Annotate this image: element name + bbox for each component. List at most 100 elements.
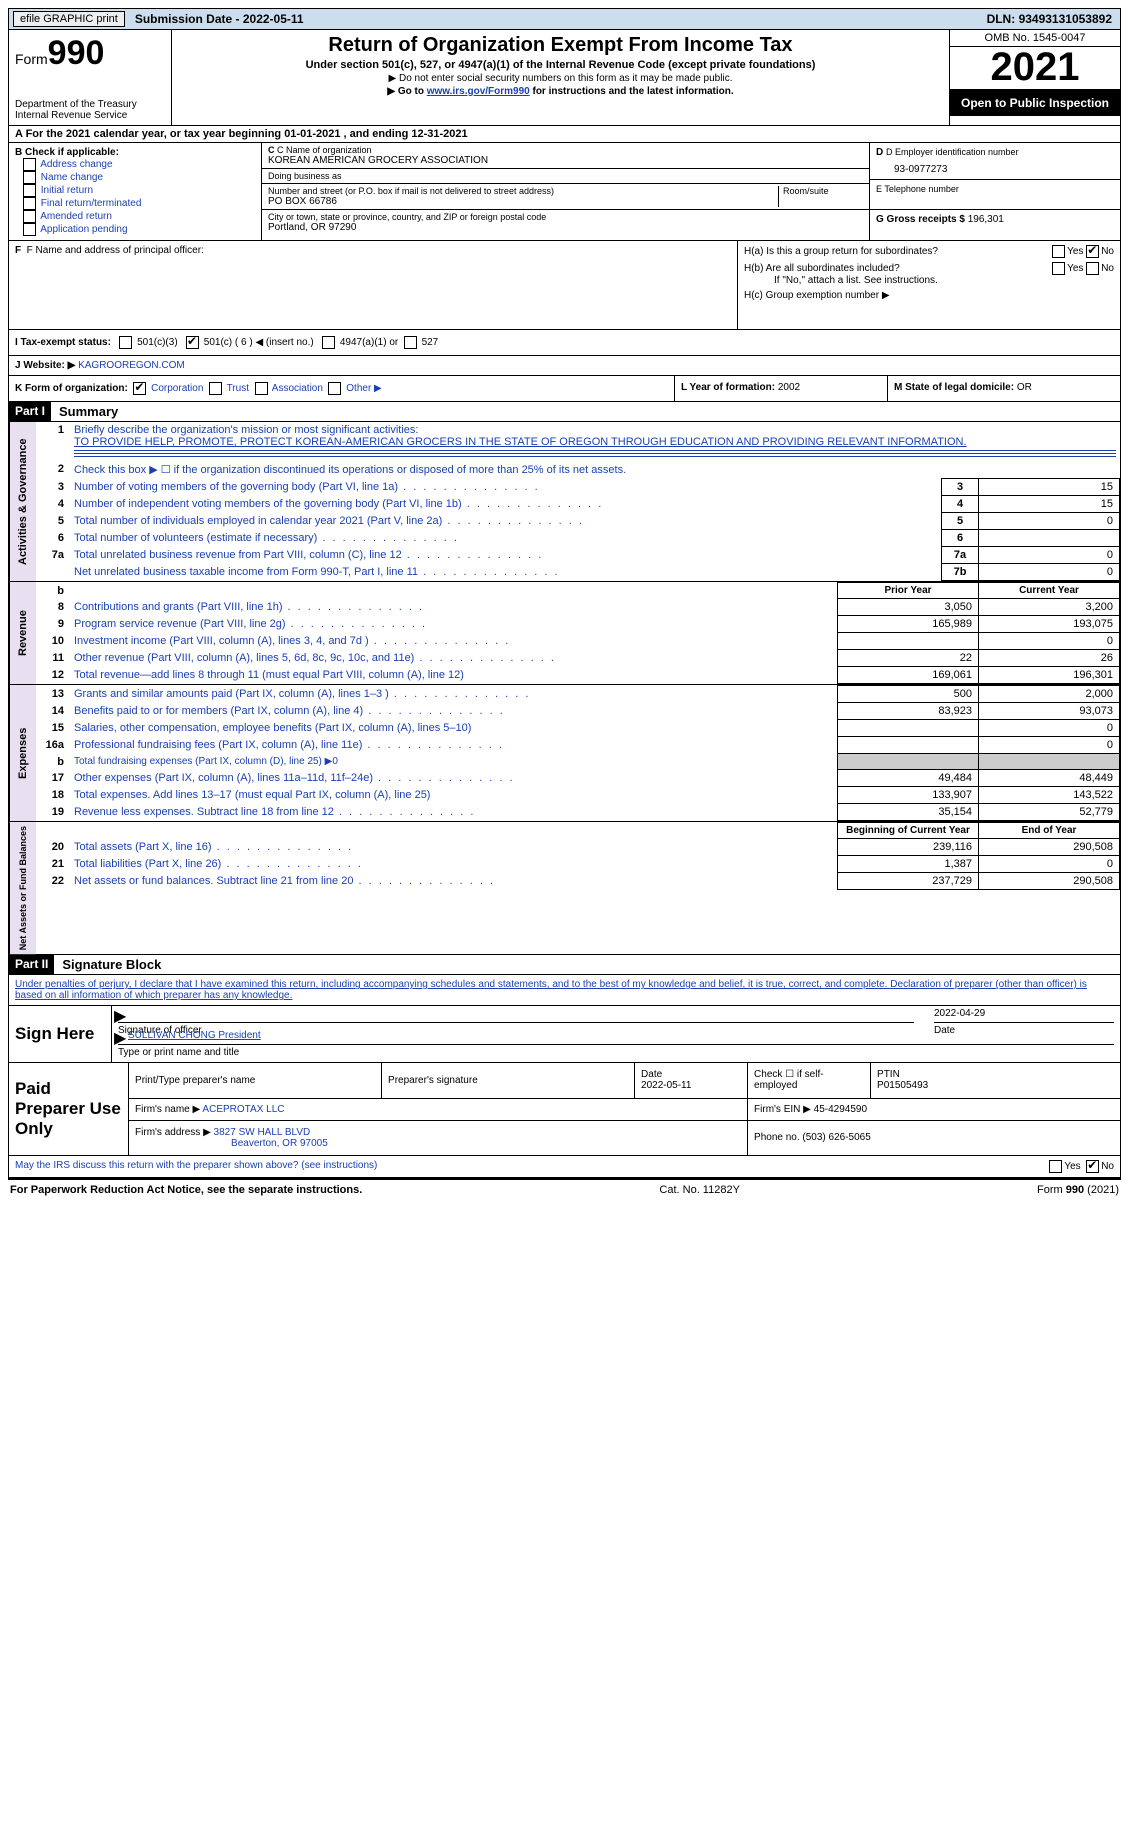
hc-label: H(c) Group exemption number ▶ [744,290,1114,301]
vert-expenses: Expenses [9,685,36,821]
dept-treasury: Department of the Treasury Internal Reve… [15,99,165,121]
goto-note: ▶ Go to www.irs.gov/Form990 for instruct… [178,86,943,97]
irs-link[interactable]: www.irs.gov/Form990 [427,86,530,97]
dba-label: Doing business as [268,171,863,181]
street-label: Number and street (or P.O. box if mail i… [268,186,774,196]
cb-name-change[interactable]: Name change [23,171,255,184]
part1-title: Summary [51,402,126,421]
sig-date-label: Date [934,1025,1114,1036]
ssn-note: ▶ Do not enter social security numbers o… [178,73,943,84]
firm-address: 3827 SW HALL BLVD [214,1127,311,1138]
check-self-employed[interactable]: Check ☐ if self-employed [748,1063,871,1098]
part1-header-row: Part I Summary [8,402,1121,422]
q2-text: Check this box ▶ ☐ if the organization d… [70,461,1120,479]
firm-city: Beaverton, OR 97005 [231,1138,328,1149]
city-value: Portland, OR 97290 [268,222,863,233]
submission-date: Submission Date - 2022-05-11 [135,12,304,26]
hb-note: If "No," attach a list. See instructions… [774,275,1114,286]
klm-row: K Form of organization: Corporation Trus… [8,376,1121,402]
firm-phone: (503) 626-5065 [802,1132,870,1143]
vert-activities-governance: Activities & Governance [9,422,36,581]
col-end-year: End of Year [979,823,1120,839]
prep-date-value: 2022-05-11 [641,1080,691,1091]
cb-initial-return[interactable]: Initial return [23,184,255,197]
section-m: M State of legal domicile: OR [888,376,1120,401]
part1-badge: Part I [9,402,51,421]
ein-value: 93-0977273 [876,158,1114,175]
telephone-value [876,194,1114,205]
section-c: C C Name of organization KOREAN AMERICAN… [262,143,870,240]
part2-badge: Part II [9,955,54,974]
cb-trust[interactable]: Trust [209,383,249,394]
col-current-year: Current Year [979,583,1120,599]
paid-preparer-block: Paid Preparer Use Only Print/Type prepar… [8,1063,1121,1156]
dln: DLN: 93493131053892 [987,12,1116,26]
netassets-block: Net Assets or Fund Balances Beginning of… [8,822,1121,955]
prep-sig-label: Preparer's signature [382,1063,635,1098]
paid-preparer-label: Paid Preparer Use Only [9,1063,129,1155]
cb-address-change[interactable]: Address change [23,158,255,171]
section-j: J Website: ▶ KAGROOREGON.COM [8,356,1121,376]
org-name: KOREAN AMERICAN GROCERY ASSOCIATION [268,155,863,166]
open-inspection: Open to Public Inspection [950,90,1120,116]
sig-date-value: 2022-04-29 [934,1008,985,1019]
vert-revenue: Revenue [9,582,36,684]
line-a-calendar-year: A For the 2021 calendar year, or tax yea… [8,126,1121,143]
room-suite-label: Room/suite [779,186,863,207]
firm-name: ACEPROTAX LLC [202,1104,284,1115]
hb-no[interactable]: No [1086,262,1114,275]
officer-name-title: SULLIVAN CHONG President [128,1030,261,1041]
ha-no[interactable]: No [1086,245,1114,258]
discuss-no[interactable]: No [1086,1160,1114,1173]
section-l: L Year of formation: 2002 [675,376,888,401]
section-f-label: F F Name and address of principal office… [15,245,731,256]
perjury-declaration: Under penalties of perjury, I declare th… [8,975,1121,1006]
cb-final-return[interactable]: Final return/terminated [23,197,255,210]
ha-label: H(a) Is this a group return for subordin… [744,246,1052,257]
q1-label: Briefly describe the organization's miss… [74,424,418,436]
prep-name-label: Print/Type preparer's name [129,1063,382,1098]
section-d: D D Employer identification number 93-09… [870,143,1120,240]
form-title: Return of Organization Exempt From Incom… [178,34,943,57]
cb-amended-return[interactable]: Amended return [23,210,255,223]
discuss-row: May the IRS discuss this return with the… [8,1156,1121,1178]
cb-501c[interactable]: 501(c) ( 6 ) ◀ (insert no.) [186,337,314,348]
hb-label: H(b) Are all subordinates included? [744,263,1052,274]
hb-yes[interactable]: Yes [1052,262,1083,275]
expenses-block: Expenses 13Grants and similar amounts pa… [8,685,1121,822]
telephone-label: E Telephone number [876,184,1114,194]
col-prior-year: Prior Year [838,583,979,599]
ein-label: D D Employer identification number [876,147,1114,158]
section-i: I Tax-exempt status: 501(c)(3) 501(c) ( … [8,330,1121,356]
ha-yes[interactable]: Yes [1052,245,1083,258]
part2-title: Signature Block [54,955,169,974]
section-b: B Check if applicable: Address change Na… [9,143,262,240]
tax-year: 2021 [950,47,1120,90]
org-name-label: C C Name of organization [268,145,863,155]
footer-right: Form 990 (2021) [1037,1184,1119,1196]
footer-mid: Cat. No. 11282Y [659,1184,740,1196]
cb-assoc[interactable]: Association [255,383,323,394]
form-subtitle: Under section 501(c), 527, or 4947(a)(1)… [178,59,943,71]
mission-text: TO PROVIDE HELP, PROMOTE, PROTECT KOREAN… [74,436,967,448]
cb-corp[interactable]: Corporation [133,383,203,394]
discuss-yes[interactable]: Yes [1049,1160,1080,1173]
name-title-label: Type or print name and title [118,1047,1114,1058]
discuss-text: May the IRS discuss this return with the… [15,1160,1049,1173]
cb-application-pending[interactable]: Application pending [23,223,255,236]
cb-other[interactable]: Other ▶ [328,383,381,394]
fh-block: F F Name and address of principal office… [8,241,1121,330]
cb-501c3[interactable]: 501(c)(3) [119,337,177,348]
page-footer: For Paperwork Reduction Act Notice, see … [8,1178,1121,1200]
part1-body: Activities & Governance 1 Briefly descri… [8,422,1121,582]
gross-receipts: G Gross receipts $ [876,214,968,225]
footer-left: For Paperwork Reduction Act Notice, see … [10,1184,362,1196]
street-value: PO BOX 66786 [268,196,774,207]
vert-net-assets: Net Assets or Fund Balances [9,822,36,954]
cb-4947[interactable]: 4947(a)(1) or [322,337,398,348]
sign-here-label: Sign Here [9,1006,112,1062]
cb-527[interactable]: 527 [404,337,438,348]
firm-ein: 45-4294590 [814,1104,867,1115]
revenue-block: Revenue bPrior YearCurrent Year 8Contrib… [8,582,1121,685]
efile-button[interactable]: efile GRAPHIC print [13,11,125,27]
